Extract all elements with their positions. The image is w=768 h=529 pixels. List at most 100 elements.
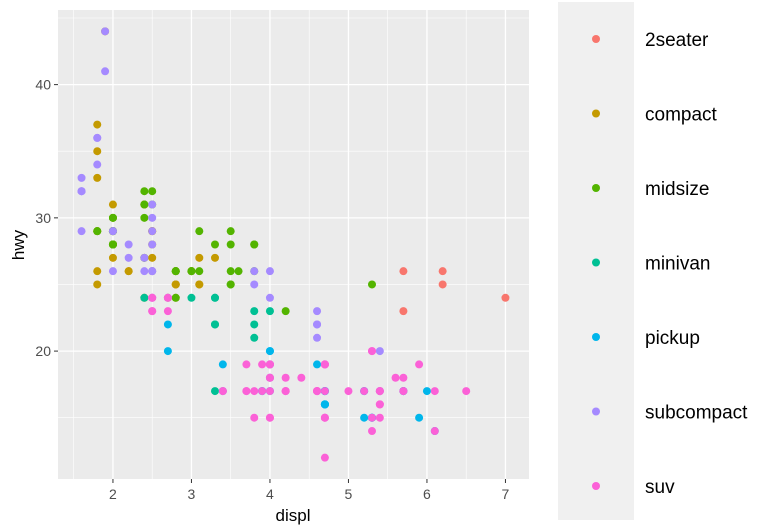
y-axis: 20 30 40 [35,77,58,359]
point-suv [391,373,400,382]
point-compact [211,253,219,262]
point-compact [93,147,102,156]
x-tick-label: 6 [423,486,431,502]
point-subcompact [108,267,117,276]
point-suv [368,347,376,356]
point-midsize [93,227,102,236]
legend-label-compact: compact [645,105,718,126]
point-suv [258,387,267,396]
point-subcompact [101,67,110,76]
legend-key-midsize [592,184,600,192]
point-2seater [501,293,510,302]
point-suv [163,293,172,302]
point-subcompact [313,333,322,342]
point-subcompact [265,293,274,302]
point-subcompact [313,307,322,316]
point-minivan [265,307,274,316]
point-subcompact [77,227,86,236]
point-subcompact [93,133,102,142]
point-suv [258,360,267,369]
point-2seater [399,267,408,276]
x-tick-label: 3 [188,486,196,502]
point-midsize [140,187,149,196]
point-subcompact [148,267,157,276]
point-pickup [320,400,329,409]
point-suv [320,387,329,396]
point-midsize [171,267,180,276]
point-compact [108,253,117,262]
point-pickup [360,413,369,422]
point-suv [375,400,384,409]
legend: 2seater compact midsize minivan pickup subcom… [592,30,748,498]
y-tick-label: 40 [35,77,51,93]
point-suv [242,360,251,369]
point-pickup [415,413,424,422]
point-suv [297,373,306,382]
point-midsize [368,280,376,289]
point-suv [148,307,157,316]
point-midsize [108,213,117,222]
point-suv [360,387,369,396]
point-compact [195,253,204,262]
point-compact [93,280,102,289]
x-axis: 2 3 4 5 6 7 [109,479,510,502]
point-suv [375,413,384,422]
plot-panel [58,10,529,479]
point-suv [281,373,290,382]
point-subcompact [77,187,86,196]
point-subcompact [140,267,149,276]
legend-label-minivan: minivan [645,254,710,275]
point-minivan [211,320,219,329]
point-suv [462,387,471,396]
point-suv [399,373,408,382]
legend-key-compact [592,109,600,118]
point-suv [368,427,376,436]
point-subcompact [101,27,110,36]
x-tick-label: 7 [502,486,510,502]
point-compact [93,120,102,129]
point-suv [368,413,376,422]
point-minivan [250,320,259,329]
point-suv [344,387,353,396]
point-subcompact [77,173,86,182]
point-midsize [108,240,117,249]
point-minivan [140,293,149,302]
point-subcompact [148,227,157,236]
point-compact [148,253,157,262]
point-suv [375,387,384,396]
x-tick-label: 4 [266,486,274,502]
point-subcompact [124,253,133,262]
point-pickup [313,360,322,369]
legend-label-2seater: 2seater [645,30,709,51]
point-midsize [140,200,149,209]
point-pickup [218,360,227,369]
legend-key-pickup [592,333,600,341]
point-midsize [148,187,157,196]
point-suv [313,387,322,396]
point-subcompact [124,240,133,249]
point-suv [242,387,251,396]
point-suv [265,360,274,369]
point-suv [415,360,424,369]
legend-key-subcompact [592,407,600,416]
point-midsize [226,267,235,276]
point-suv [430,427,439,436]
point-midsize [226,280,235,289]
point-subcompact [375,347,384,356]
legend-label-pickup: pickup [645,328,700,349]
point-subcompact [140,253,149,262]
point-midsize [187,267,196,276]
point-compact [93,173,102,182]
point-subcompact [93,160,102,169]
point-minivan [211,387,219,396]
x-tick-label: 2 [109,486,117,502]
point-midsize [211,240,219,249]
point-subcompact [148,240,157,249]
point-compact [108,200,117,209]
point-suv [320,360,329,369]
point-pickup [422,387,431,396]
legend-label-suv: suv [645,477,675,498]
point-suv [250,387,259,396]
point-compact [93,267,102,276]
